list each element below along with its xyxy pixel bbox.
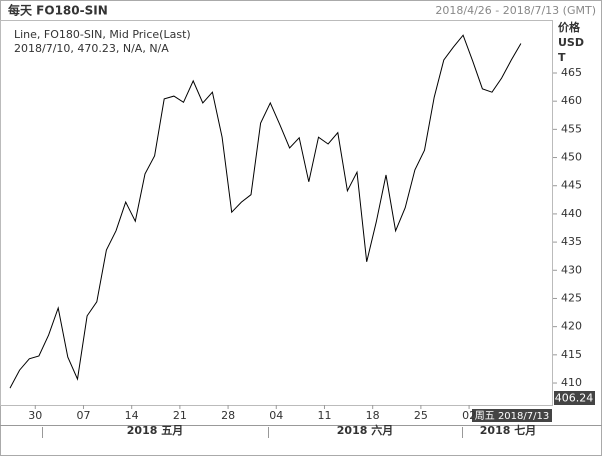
- x-tick-label: 28: [221, 409, 235, 422]
- x-tick-label: 11: [317, 409, 331, 422]
- legend-line: Line, FO180-SIN, Mid Price(Last): [14, 28, 191, 41]
- y-tick-label: 420: [561, 320, 582, 333]
- month-label: 2018 五月: [127, 424, 183, 437]
- y-tick-label: 415: [561, 348, 582, 361]
- y-tick-label: 450: [561, 151, 582, 164]
- x-tick-label: 02: [462, 409, 476, 422]
- x-tick-label: 04: [269, 409, 283, 422]
- crosshair-box: [472, 409, 552, 422]
- y-axis-label: USD: [558, 36, 584, 49]
- y-tick-label: 410: [561, 376, 582, 389]
- x-tick-label: 25: [414, 409, 428, 422]
- x-tick-label: 07: [76, 409, 90, 422]
- date-range: 2018/4/26 - 2018/7/13 (GMT): [435, 4, 596, 17]
- x-tick-label: 30: [28, 409, 42, 422]
- y-axis-label: 价格: [558, 20, 581, 34]
- y-tick-label: 445: [561, 179, 582, 192]
- y-tick-label: 465: [561, 66, 582, 79]
- y-tick-label: 425: [561, 291, 582, 304]
- y-tick-label: 430: [561, 263, 582, 276]
- last-value-label: 406.24: [555, 392, 594, 405]
- price-line: [9, 34, 522, 389]
- chart-title: 每天 FO180-SIN: [8, 3, 108, 18]
- value-box: [554, 391, 595, 405]
- y-axis-label: T: [558, 51, 566, 64]
- y-tick-label: 435: [561, 235, 582, 248]
- legend-line: 2018/7/10, 470.23, N/A, N/A: [14, 42, 169, 55]
- y-tick-label: 455: [561, 122, 582, 135]
- plot-area: [0, 20, 553, 406]
- y-tick-label: 460: [561, 94, 582, 107]
- crosshair-label: 周五 2018/7/13: [475, 410, 549, 422]
- month-label: 2018 六月: [337, 423, 393, 437]
- x-tick-label: 14: [125, 409, 139, 422]
- month-label: 2018 七月: [480, 423, 536, 437]
- x-tick-label: 21: [173, 409, 187, 422]
- x-tick-label: 18: [366, 409, 380, 422]
- y-tick-label: 440: [561, 207, 582, 220]
